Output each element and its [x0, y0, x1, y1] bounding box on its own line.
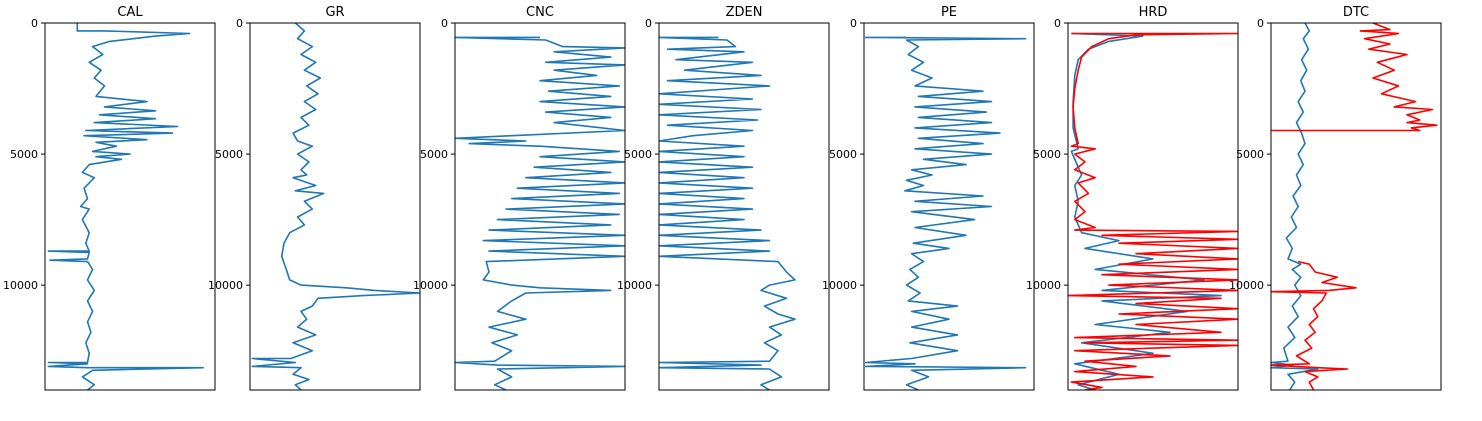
series-line-cnc-0 [455, 36, 625, 390]
track-dtc: 0 5000 10000 DTC [1229, 5, 1442, 391]
y-tick-label-pe-10000: 10000 [822, 279, 857, 292]
axes-frame-cnc [454, 22, 626, 391]
track-title-cal: CAL [117, 5, 143, 20]
track-title-zden: ZDEN [726, 5, 763, 20]
y-tick-label-pe-0: 0 [850, 17, 857, 30]
y-tick-label-cal-0: 0 [31, 17, 38, 30]
y-tick-label-zden-10000: 10000 [617, 279, 652, 292]
track-title-gr: GR [325, 5, 344, 20]
track-cnc: 0 5000 10000 CNC [413, 5, 626, 391]
y-tick-label-dtc-5000: 5000 [1236, 148, 1264, 161]
y-tick-label-zden-0: 0 [645, 17, 652, 30]
y-tick-label-gr-5000: 5000 [215, 148, 243, 161]
series-line-pe-0 [864, 36, 1027, 390]
axes-frame-zden [658, 22, 830, 391]
track-title-hrd: HRD [1139, 5, 1168, 20]
series-line-dtc-1 [1271, 23, 1438, 132]
track-title-dtc: DTC [1343, 5, 1369, 20]
series-line-hrd-1 [1068, 32, 1238, 390]
y-tick-label-pe-5000: 5000 [829, 148, 857, 161]
axes-frame-gr [249, 22, 421, 391]
series-line-dtc-0 [1271, 23, 1319, 390]
track-cal: 0 5000 10000 CAL [3, 5, 216, 391]
track-title-cnc: CNC [526, 5, 554, 20]
y-tick-label-hrd-10000: 10000 [1026, 279, 1061, 292]
y-tick-label-hrd-5000: 5000 [1033, 148, 1061, 161]
track-gr: 0 5000 10000 GR [208, 5, 421, 391]
y-tick-label-gr-10000: 10000 [208, 279, 243, 292]
series-line-gr-0 [251, 23, 420, 390]
y-tick-label-cal-10000: 10000 [3, 279, 38, 292]
y-tick-label-cal-5000: 5000 [10, 148, 38, 161]
series-line-dtc-2 [1271, 260, 1357, 390]
axes-frame-cal [44, 22, 216, 391]
track-zden: 0 5000 10000 ZDEN [617, 5, 830, 391]
track-pe: 0 5000 10000 PE [822, 5, 1035, 391]
track-title-pe: PE [941, 5, 957, 20]
y-tick-label-zden-5000: 5000 [624, 148, 652, 161]
series-line-zden-0 [659, 36, 796, 390]
y-tick-label-cnc-5000: 5000 [420, 148, 448, 161]
series-line-hrd-0 [1070, 32, 1222, 390]
series-line-cal-0 [47, 23, 204, 390]
y-tick-label-cnc-0: 0 [441, 17, 448, 30]
track-hrd: 0 5000 10000 HRD [1026, 5, 1239, 391]
y-tick-label-dtc-0: 0 [1257, 17, 1264, 30]
axes-frame-dtc [1270, 22, 1442, 391]
y-tick-label-dtc-10000: 10000 [1229, 279, 1264, 292]
y-tick-label-gr-0: 0 [236, 17, 243, 30]
axes-frame-hrd [1067, 22, 1239, 391]
y-tick-label-cnc-10000: 10000 [413, 279, 448, 292]
y-tick-label-hrd-0: 0 [1054, 17, 1061, 30]
axes-frame-pe [863, 22, 1035, 391]
